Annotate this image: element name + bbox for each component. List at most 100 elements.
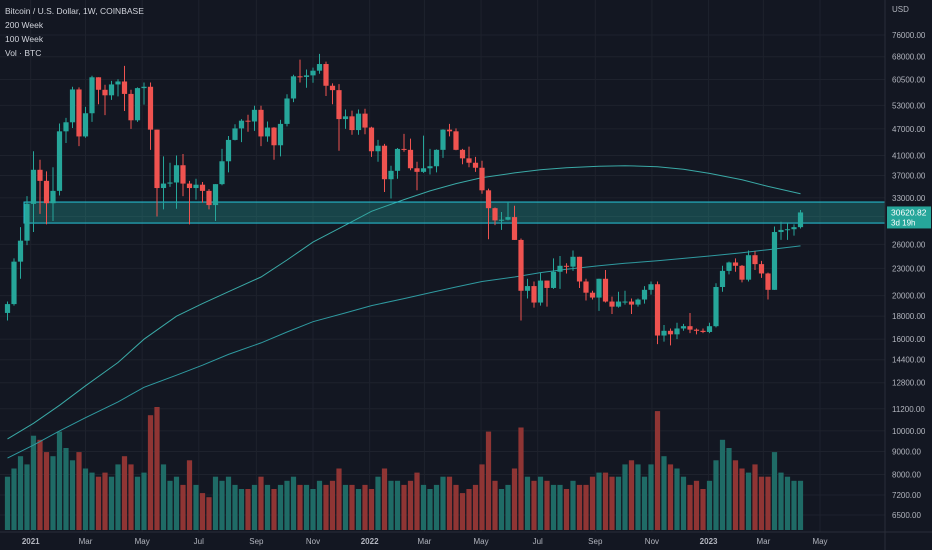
- volume-bar: [154, 407, 160, 530]
- candle: [706, 322, 713, 334]
- volume-bar: [726, 448, 732, 530]
- volume-bar: [329, 480, 336, 530]
- volume-bar: [550, 484, 557, 530]
- candle: [50, 167, 56, 222]
- candle: [24, 196, 30, 246]
- candle-body: [713, 287, 719, 327]
- candle: [154, 129, 160, 217]
- candle: [758, 260, 765, 278]
- price-tick-label: 12800.00: [892, 379, 926, 388]
- candle-body: [303, 75, 310, 77]
- candle-body: [453, 131, 459, 150]
- ma200-line[interactable]: [7, 245, 801, 459]
- candle: [102, 84, 108, 116]
- volume-bar: [167, 480, 173, 530]
- volume-bar: [537, 476, 544, 530]
- candle-body: [388, 170, 394, 180]
- candle-body: [82, 113, 89, 137]
- volume-bar: [713, 460, 719, 530]
- candle-body: [537, 280, 544, 303]
- candle-body: [362, 113, 368, 128]
- indicator-ma100-label[interactable]: 100 Week: [5, 34, 44, 44]
- candle-body: [440, 129, 446, 150]
- candle-body: [700, 330, 706, 332]
- candle-body: [433, 149, 440, 167]
- volume-bar: [433, 484, 440, 530]
- candle-body: [544, 280, 550, 288]
- time-tick-label: 2022: [361, 537, 379, 546]
- volume-bar: [420, 484, 427, 530]
- volume-bar: [245, 489, 251, 530]
- candle: [212, 184, 219, 222]
- candle-body: [154, 129, 160, 189]
- volume-bar: [11, 468, 17, 530]
- volume-bar: [30, 435, 37, 530]
- candle-body: [167, 182, 173, 184]
- price-tick-label: 16000.00: [892, 335, 926, 344]
- candle-body: [485, 190, 492, 209]
- price-axis-panel[interactable]: [885, 0, 932, 550]
- volume-bar: [349, 484, 355, 530]
- volume-bar: [654, 411, 661, 530]
- candle-body: [180, 165, 186, 184]
- candle: [180, 154, 186, 197]
- candle-body: [134, 88, 141, 121]
- candle-body: [206, 190, 212, 206]
- volume-bar: [401, 484, 407, 530]
- symbol-title[interactable]: Bitcoin / U.S. Dollar, 1W, COINBASE: [5, 6, 144, 16]
- volume-bar: [648, 464, 654, 530]
- candle: [531, 281, 537, 308]
- volume-bar: [297, 484, 303, 530]
- candle: [745, 250, 752, 282]
- currency-label: USD: [892, 5, 909, 14]
- volume-bar: [251, 484, 258, 530]
- volume-bar: [596, 472, 602, 530]
- ma100-line[interactable]: [7, 165, 801, 440]
- candle: [667, 328, 674, 346]
- candle: [219, 148, 225, 186]
- volume-bar: [524, 476, 531, 530]
- candle-body: [407, 149, 414, 169]
- candle: [245, 114, 251, 132]
- candle: [505, 201, 511, 221]
- volume-bar: [368, 489, 375, 530]
- resistance-zone[interactable]: [23, 201, 886, 224]
- candle-body: [4, 304, 11, 313]
- candle: [349, 110, 355, 135]
- candle-body: [258, 109, 264, 137]
- volume-bar: [407, 480, 414, 530]
- indicator-ma200-label[interactable]: 200 Week: [5, 20, 44, 30]
- candle-body: [277, 123, 284, 146]
- price-tick-label: 68000.00: [892, 53, 926, 62]
- volume-bar: [323, 484, 329, 530]
- volume-bar: [206, 497, 212, 530]
- volume-bar: [199, 493, 206, 530]
- indicator-volume-label[interactable]: Vol · BTC: [5, 48, 42, 58]
- candle: [765, 272, 771, 300]
- candle-body: [784, 229, 791, 231]
- candle-body: [505, 217, 511, 220]
- candle: [427, 148, 433, 175]
- candle: [147, 82, 154, 150]
- volume-bar: [739, 468, 745, 530]
- volume-bar: [570, 480, 576, 530]
- candle-body: [284, 98, 290, 124]
- candle: [37, 159, 43, 214]
- candle: [622, 290, 628, 305]
- volume-bar: [17, 456, 24, 530]
- zone-rectangle[interactable]: [23, 201, 886, 224]
- candle-body: [492, 208, 498, 221]
- candle: [778, 221, 784, 240]
- candle-body: [680, 326, 687, 329]
- candle: [303, 69, 310, 88]
- candle: [407, 138, 414, 171]
- moving-averages: [7, 165, 801, 459]
- volume-bar: [310, 489, 316, 530]
- volume-bar: [602, 472, 609, 530]
- candle-body: [739, 265, 745, 280]
- volume-bar: [661, 456, 667, 530]
- candle: [323, 61, 329, 97]
- candle: [739, 264, 745, 283]
